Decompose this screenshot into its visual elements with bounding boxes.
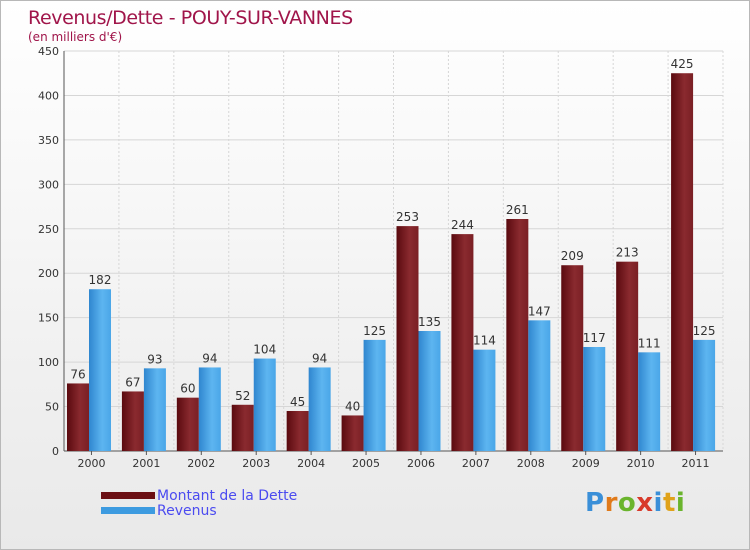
logo-letter-2: o <box>617 488 637 518</box>
y-tick-label: 450 <box>38 45 59 58</box>
logo-letter-5: t <box>662 488 676 518</box>
bar-revenus-2001 <box>143 368 166 451</box>
x-tick-label-2006: 2006 <box>407 457 435 470</box>
bar-dette-2007 <box>451 234 474 451</box>
data-label-revenus-2001: 93 <box>147 352 162 366</box>
data-label-revenus-2010: 111 <box>638 336 661 350</box>
logo-letter-3: x <box>636 488 654 518</box>
legend-item-revenus: Revenus <box>101 502 297 519</box>
proxiti-logo: Proxiti <box>585 488 685 518</box>
data-label-dette-2002: 60 <box>180 382 195 396</box>
x-tick-label-2008: 2008 <box>517 457 545 470</box>
x-tick-label-2004: 2004 <box>297 457 325 470</box>
x-tick-label-2001: 2001 <box>132 457 160 470</box>
x-tick-label-2002: 2002 <box>187 457 215 470</box>
bar-revenus-2005 <box>363 339 386 451</box>
bar-dette-2006 <box>396 226 419 451</box>
y-tick-label: 0 <box>52 445 59 458</box>
legend-swatch-dette <box>101 492 155 499</box>
bar-revenus-2002 <box>198 367 221 451</box>
bar-revenus-2008 <box>528 320 551 451</box>
y-tick-label: 350 <box>38 134 59 147</box>
bar-revenus-2009 <box>583 347 606 451</box>
bar-dette-2003 <box>231 404 254 451</box>
bar-dette-2011 <box>671 73 694 451</box>
y-tick-label: 100 <box>38 356 59 369</box>
data-label-dette-2001: 67 <box>125 375 140 389</box>
y-tick-label: 50 <box>45 401 59 414</box>
data-label-revenus-2007: 114 <box>473 334 496 348</box>
x-tick-label-2009: 2009 <box>572 457 600 470</box>
x-tick-label-2005: 2005 <box>352 457 380 470</box>
bar-dette-2009 <box>561 265 584 451</box>
chart-subtitle: (en milliers d'€) <box>28 30 123 44</box>
legend-label-revenus: Revenus <box>157 502 217 519</box>
bar-revenus-2003 <box>253 358 276 451</box>
bar-revenus-2010 <box>638 352 661 451</box>
bar-dette-2000 <box>67 383 89 451</box>
data-label-revenus-2003: 104 <box>253 343 276 357</box>
data-label-revenus-2000: 182 <box>89 273 112 287</box>
data-label-dette-2004: 45 <box>290 395 305 409</box>
bar-dette-2002 <box>176 397 199 451</box>
chart-legend: Montant de la Dette Revenus <box>101 487 298 519</box>
bar-revenus-2004 <box>308 367 331 451</box>
data-label-revenus-2009: 117 <box>583 331 606 345</box>
data-label-revenus-2004: 94 <box>312 351 327 365</box>
y-tick-label: 150 <box>38 312 59 325</box>
bar-dette-2004 <box>286 411 309 451</box>
data-label-dette-2005: 40 <box>345 399 360 413</box>
bar-dette-2001 <box>121 391 144 451</box>
x-tick-label-2000: 2000 <box>77 457 105 470</box>
data-label-dette-2006: 253 <box>396 210 419 224</box>
data-label-revenus-2005: 125 <box>363 324 386 338</box>
data-label-dette-2000: 76 <box>70 367 85 381</box>
data-label-dette-2003: 52 <box>235 389 250 403</box>
x-tick-label-2010: 2010 <box>627 457 655 470</box>
logo-letter-0: P <box>585 488 605 518</box>
y-tick-label: 250 <box>38 223 59 236</box>
bar-dette-2008 <box>506 219 529 451</box>
data-label-dette-2010: 213 <box>616 246 639 260</box>
chart-title: Revenus/Dette - POUY-SUR-VANNES <box>28 7 353 29</box>
data-label-dette-2009: 209 <box>561 249 584 263</box>
x-tick-label-2011: 2011 <box>682 457 710 470</box>
logo-letter-4: i <box>653 488 663 518</box>
legend-item-dette: Montant de la Dette <box>101 487 298 504</box>
y-tick-label: 400 <box>38 89 59 102</box>
data-label-revenus-2002: 94 <box>202 351 217 365</box>
x-tick-label-2007: 2007 <box>462 457 490 470</box>
bar-revenus-2011 <box>693 339 716 451</box>
data-label-dette-2007: 244 <box>451 218 474 232</box>
x-tick-label-2003: 2003 <box>242 457 270 470</box>
logo-letter-6: i <box>675 488 686 518</box>
data-label-dette-2008: 261 <box>506 203 529 217</box>
logo-letter-1: r <box>604 488 618 518</box>
data-label-revenus-2011: 125 <box>693 324 716 338</box>
bar-revenus-2000 <box>89 289 111 451</box>
y-tick-label: 300 <box>38 178 59 191</box>
bar-revenus-2007 <box>473 349 496 451</box>
legend-label-dette: Montant de la Dette <box>157 487 298 504</box>
bar-revenus-2006 <box>418 331 441 451</box>
data-label-revenus-2008: 147 <box>528 304 551 318</box>
data-label-dette-2011: 425 <box>671 57 694 71</box>
y-tick-label: 200 <box>38 267 59 280</box>
legend-swatch-revenus <box>101 507 155 514</box>
bar-dette-2010 <box>616 261 639 451</box>
data-label-revenus-2006: 135 <box>418 315 441 329</box>
bar-dette-2005 <box>341 415 364 451</box>
